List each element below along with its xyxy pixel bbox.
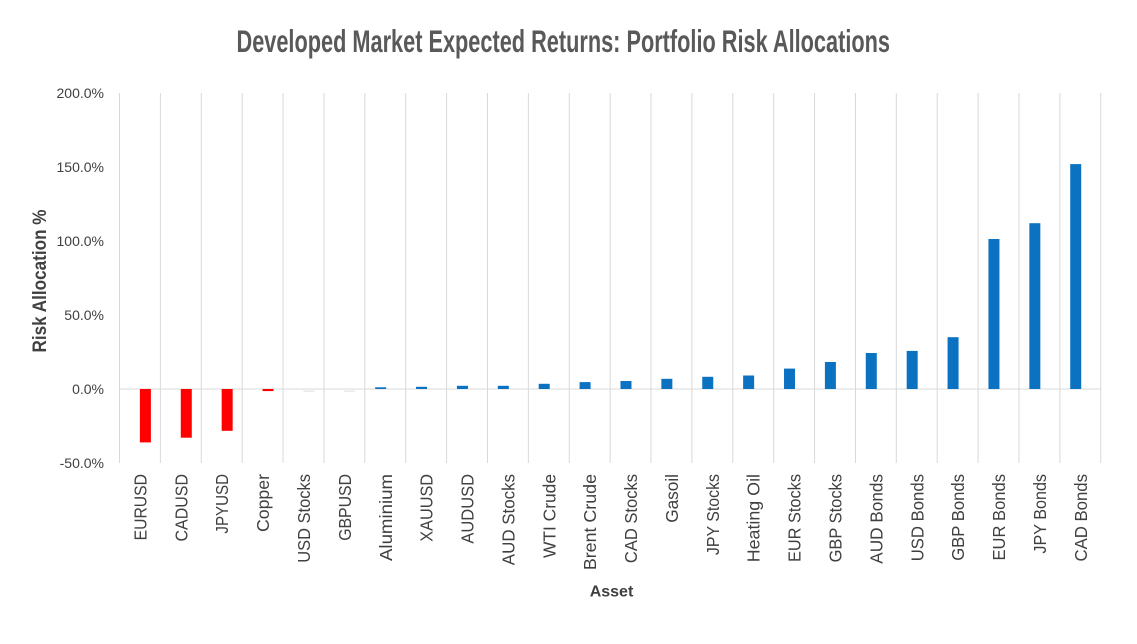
svg-text:0.0%: 0.0% (72, 381, 104, 397)
svg-text:-50.0%: -50.0% (60, 455, 104, 471)
svg-text:50.0%: 50.0% (64, 307, 104, 323)
svg-text:150.0%: 150.0% (57, 159, 104, 175)
svg-text:EUR Stocks: EUR Stocks (785, 474, 805, 562)
svg-text:EUR Bonds: EUR Bonds (989, 474, 1009, 561)
svg-text:JPY Stocks: JPY Stocks (703, 474, 723, 555)
svg-text:Copper: Copper (253, 474, 273, 532)
svg-text:AUDUSD: AUDUSD (458, 474, 478, 544)
svg-text:Developed Market Expected Retu: Developed Market Expected Returns: Portf… (237, 23, 891, 59)
svg-text:EURUSD: EURUSD (130, 474, 150, 540)
svg-text:Asset: Asset (590, 584, 634, 601)
svg-text:Risk Allocation %: Risk Allocation % (30, 209, 51, 352)
svg-text:100.0%: 100.0% (57, 233, 104, 249)
svg-text:CADUSD: CADUSD (171, 474, 191, 542)
svg-text:AUD Bonds: AUD Bonds (866, 474, 886, 564)
svg-text:CAD Bonds: CAD Bonds (1071, 474, 1091, 562)
svg-text:XAUUSD: XAUUSD (417, 474, 437, 542)
svg-text:GBPUSD: GBPUSD (335, 474, 355, 541)
svg-text:USD Stocks: USD Stocks (294, 474, 314, 563)
svg-text:AUD Stocks: AUD Stocks (498, 474, 518, 565)
svg-text:GBP Bonds: GBP Bonds (948, 474, 968, 561)
svg-text:Aluminium: Aluminium (376, 474, 396, 561)
svg-text:Brent Crude: Brent Crude (580, 474, 600, 570)
svg-text:GBP Stocks: GBP Stocks (826, 474, 846, 563)
svg-text:USD Bonds: USD Bonds (907, 474, 927, 562)
svg-text:CAD Stocks: CAD Stocks (621, 474, 641, 563)
svg-text:JPY Bonds: JPY Bonds (1030, 474, 1050, 554)
svg-text:JPYUSD: JPYUSD (212, 474, 232, 534)
svg-text:Gasoil: Gasoil (662, 474, 682, 523)
svg-text:Heating Oil: Heating Oil (744, 474, 764, 562)
svg-text:200.0%: 200.0% (57, 85, 104, 101)
svg-text:WTI Crude: WTI Crude (539, 474, 559, 558)
